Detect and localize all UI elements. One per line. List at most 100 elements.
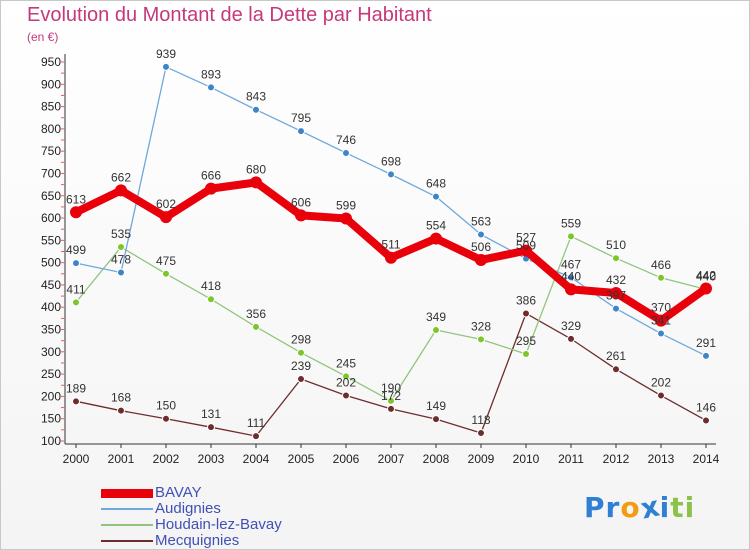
data-point bbox=[162, 414, 170, 423]
data-label: 499 bbox=[66, 243, 86, 257]
legend: BAVAY Audignies Houdain-lez-Bavay Mecquigni… bbox=[101, 485, 282, 549]
data-label: 341 bbox=[651, 314, 671, 328]
brand-letter: r bbox=[605, 491, 621, 524]
x-tick-label: 2012 bbox=[603, 452, 630, 466]
data-point bbox=[297, 348, 305, 357]
data-label: 795 bbox=[291, 111, 311, 125]
x-tick-label: 2000 bbox=[63, 452, 90, 466]
data-label: 150 bbox=[156, 399, 176, 413]
data-point bbox=[612, 254, 620, 263]
y-tick-label: 350 bbox=[41, 323, 61, 337]
x-tick-label: 2001 bbox=[108, 452, 135, 466]
data-point bbox=[250, 176, 262, 189]
y-tick-label: 750 bbox=[41, 144, 61, 158]
data-label: 511 bbox=[381, 238, 400, 252]
series-line-mecquignies bbox=[75, 312, 707, 437]
data-point bbox=[657, 273, 665, 282]
data-point bbox=[612, 304, 620, 313]
data-point bbox=[612, 365, 620, 374]
data-label: 411 bbox=[66, 282, 85, 296]
data-point bbox=[432, 192, 440, 201]
y-tick-label: 400 bbox=[41, 300, 61, 314]
x-tick-label: 2013 bbox=[648, 452, 675, 466]
y-tick-label: 450 bbox=[41, 278, 61, 292]
y-tick-label: 200 bbox=[41, 389, 61, 403]
data-label: 295 bbox=[516, 334, 536, 348]
data-label: 239 bbox=[291, 359, 311, 373]
y-tick-label: 650 bbox=[41, 189, 61, 203]
brand-logo: Proxiti bbox=[584, 489, 695, 525]
brand-letter: o bbox=[620, 491, 641, 524]
x-tick-label: 2007 bbox=[378, 452, 405, 466]
y-tick-label: 300 bbox=[41, 345, 61, 359]
y-tick-label: 900 bbox=[41, 77, 61, 91]
data-point bbox=[342, 391, 350, 400]
data-point bbox=[387, 404, 395, 413]
data-point bbox=[297, 375, 305, 384]
data-point bbox=[297, 127, 305, 136]
data-point bbox=[115, 184, 127, 197]
data-point bbox=[207, 83, 215, 92]
data-point bbox=[477, 230, 485, 239]
data-point bbox=[477, 428, 485, 437]
data-point bbox=[160, 211, 172, 224]
data-label: 527 bbox=[516, 231, 536, 245]
y-tick-label: 950 bbox=[41, 55, 61, 69]
legend-item: Mecquignies bbox=[101, 533, 282, 549]
data-label: 291 bbox=[696, 336, 716, 350]
x-tick-label: 2003 bbox=[198, 452, 225, 466]
legend-swatch bbox=[101, 540, 153, 542]
data-label: 386 bbox=[516, 293, 536, 307]
brand-letter: t bbox=[670, 491, 685, 524]
data-label: 535 bbox=[111, 227, 131, 241]
data-point bbox=[252, 432, 260, 441]
data-point bbox=[205, 182, 217, 195]
data-label: 606 bbox=[291, 195, 311, 209]
data-label: 698 bbox=[381, 154, 401, 168]
y-tick-label: 150 bbox=[41, 412, 61, 426]
data-label: 662 bbox=[111, 170, 131, 184]
x-tick-label: 2006 bbox=[333, 452, 360, 466]
y-tick-label: 100 bbox=[41, 434, 61, 448]
data-point bbox=[522, 309, 530, 318]
data-label: 680 bbox=[246, 162, 266, 176]
data-label: 131 bbox=[201, 407, 221, 421]
data-label: 602 bbox=[156, 197, 176, 211]
data-label: 118 bbox=[471, 413, 490, 427]
data-label: 432 bbox=[606, 273, 626, 287]
data-point bbox=[72, 298, 80, 307]
data-point bbox=[657, 391, 665, 400]
data-label: 298 bbox=[291, 333, 311, 347]
data-label: 666 bbox=[201, 169, 221, 183]
data-point bbox=[162, 62, 170, 71]
data-point bbox=[72, 397, 80, 406]
data-point bbox=[700, 282, 712, 295]
data-label: 648 bbox=[426, 177, 446, 191]
chart-unit: (en €) bbox=[27, 30, 59, 44]
legend-item: Audignies bbox=[101, 501, 282, 517]
data-label: 418 bbox=[201, 279, 221, 293]
y-tick-label: 700 bbox=[41, 166, 61, 180]
data-label: 563 bbox=[471, 215, 491, 229]
data-point bbox=[252, 322, 260, 331]
data-labels-layer: 613 662 602 666 680 606 599 511 554 506 527 440 432 3… bbox=[66, 47, 716, 430]
legend-item: BAVAY bbox=[101, 485, 282, 501]
legend-item: Houdain-lez-Bavay bbox=[101, 517, 282, 533]
data-label: 893 bbox=[201, 67, 221, 81]
data-label: 356 bbox=[246, 307, 266, 321]
brand-letter: P bbox=[584, 491, 606, 524]
data-label: 478 bbox=[111, 252, 131, 266]
legend-label: Houdain-lez-Bavay bbox=[155, 516, 282, 533]
data-label: 190 bbox=[381, 381, 401, 395]
data-label: 168 bbox=[111, 391, 131, 405]
data-point bbox=[430, 232, 442, 245]
data-point bbox=[385, 251, 397, 264]
data-point bbox=[567, 273, 575, 282]
data-point bbox=[342, 372, 350, 381]
data-point bbox=[117, 268, 125, 277]
data-point bbox=[565, 283, 577, 296]
legend-swatch bbox=[101, 524, 153, 526]
data-label: 475 bbox=[156, 254, 176, 268]
data-label: 370 bbox=[651, 301, 671, 315]
data-label: 442 bbox=[696, 269, 716, 283]
